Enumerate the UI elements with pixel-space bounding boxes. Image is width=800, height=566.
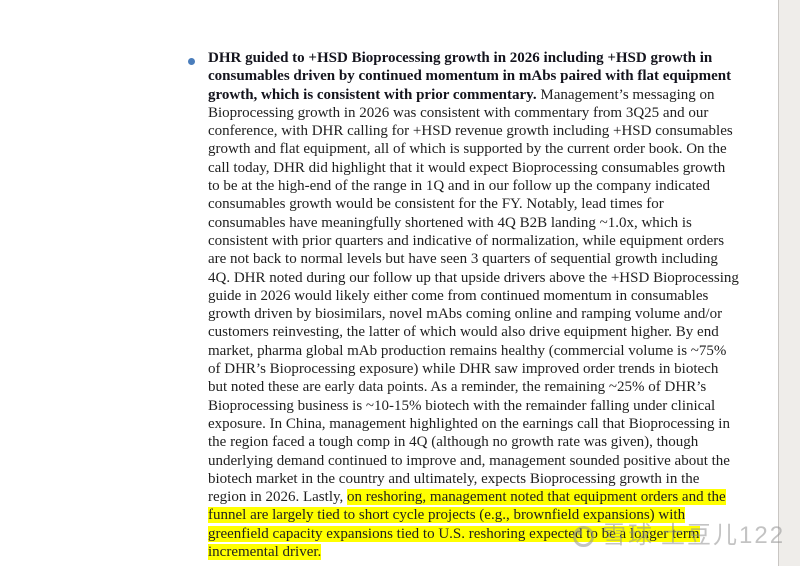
bullet-marker (188, 58, 195, 65)
bullet-note: DHR guided to +HSD Bioprocessing growth … (187, 49, 741, 561)
note-lead-bold: DHR guided to +HSD Bioprocessing growth … (208, 50, 732, 103)
note-paragraph: DHR guided to +HSD Bioprocessing growth … (208, 49, 739, 561)
note-body-text: Management’s messaging on Bioprocessing … (208, 86, 739, 506)
scrollbar-track[interactable] (778, 0, 800, 566)
